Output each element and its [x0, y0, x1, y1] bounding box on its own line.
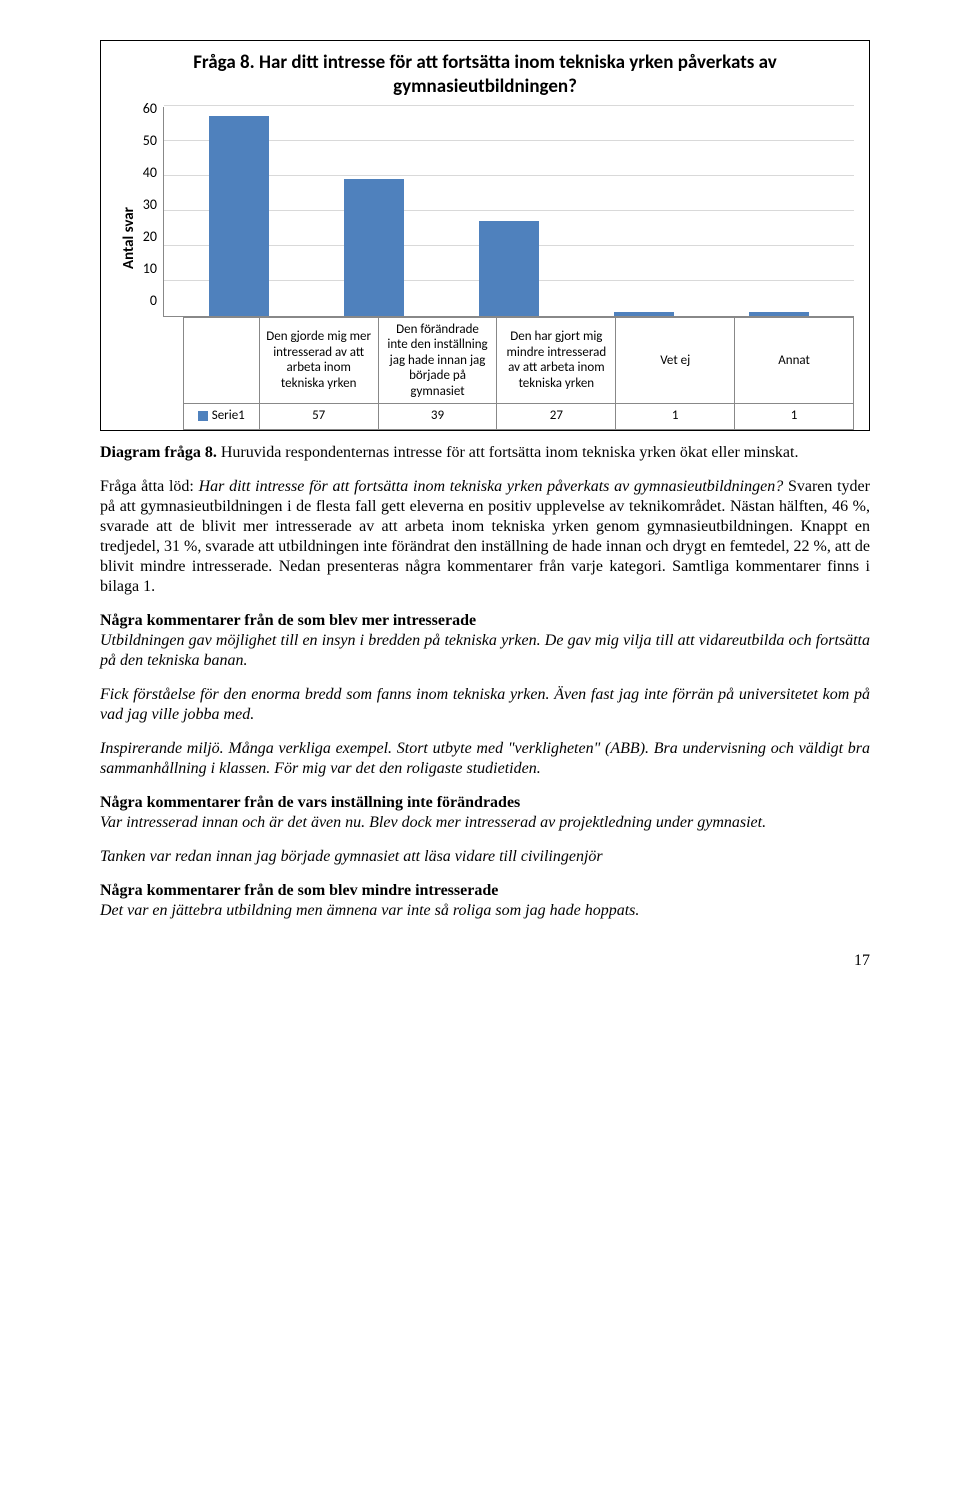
y-axis-ticks: 60 50 40 30 20 10 0: [143, 100, 163, 310]
y-tick: 0: [150, 292, 157, 310]
plot-area: [163, 107, 854, 317]
y-tick: 40: [143, 164, 157, 182]
comment-italic: Var intresserad innan och är det även nu…: [100, 813, 870, 833]
bars-group: [164, 107, 854, 316]
data-table-wrap: Den gjorde mig mer intresserad av att ar…: [183, 317, 854, 430]
section-heading: Några kommentarer från de vars inställni…: [100, 793, 870, 813]
bar: [749, 312, 809, 316]
bar: [479, 221, 539, 316]
y-tick: 20: [143, 228, 157, 246]
bar: [614, 312, 674, 316]
category-cell: Den förändrade inte den inställning jag …: [378, 317, 497, 404]
para-lead: Fråga åtta löd:: [100, 478, 199, 495]
table-row: Serie1 57392711: [183, 404, 853, 429]
comment-italic: Fick förståelse för den enorma bredd som…: [100, 685, 870, 725]
legend-swatch: [198, 411, 208, 421]
para-rest: Svaren tyder på att gymnasieutbildningen…: [100, 478, 870, 595]
section-heading: Några kommentarer från de som blev mindr…: [100, 881, 870, 901]
table-row: Den gjorde mig mer intresserad av att ar…: [183, 317, 853, 404]
value-cell: 27: [497, 404, 616, 429]
data-table: Den gjorde mig mer intresserad av att ar…: [183, 317, 854, 430]
page-number: 17: [100, 951, 870, 971]
chart-body: Antal svar 60 50 40 30 20 10 0: [116, 107, 854, 430]
y-tick: 10: [143, 260, 157, 278]
y-tick: 50: [143, 132, 157, 150]
caption-lead: Diagram fråga 8.: [100, 444, 217, 461]
chart-container: Fråga 8. Har ditt intresse för att forts…: [100, 40, 870, 431]
table-corner-cell: [183, 317, 259, 404]
para-question: Har ditt intresse för att fortsätta inom…: [199, 478, 784, 495]
comment-italic: Utbildningen gav möjlighet till en insyn…: [100, 631, 870, 671]
value-cell: 39: [378, 404, 497, 429]
category-cell: Den har gjort mig mindre intresserad av …: [497, 317, 616, 404]
diagram-caption: Diagram fråga 8. Huruvida respondenterna…: [100, 443, 870, 463]
bar: [209, 116, 269, 316]
comment-italic: Inspirerande miljö. Många verkliga exemp…: [100, 739, 870, 779]
value-cell: 57: [259, 404, 378, 429]
section-heading: Några kommentarer från de som blev mer i…: [100, 611, 870, 631]
series-legend-cell: Serie1: [183, 404, 259, 429]
chart-title: Fråga 8. Har ditt intresse för att forts…: [116, 51, 854, 107]
caption-rest: Huruvida respondenternas intresse för at…: [217, 444, 799, 461]
category-cell: Den gjorde mig mer intresserad av att ar…: [259, 317, 378, 404]
category-cell: Annat: [735, 317, 854, 404]
comment-italic: Det var en jättebra utbildning men ämnen…: [100, 901, 870, 921]
value-cell: 1: [735, 404, 854, 429]
bar: [344, 179, 404, 316]
comment-italic: Tanken var redan innan jag började gymna…: [100, 847, 870, 867]
body-paragraph: Fråga åtta löd: Har ditt intresse för at…: [100, 477, 870, 597]
y-tick: 30: [143, 196, 157, 214]
value-cell: 1: [616, 404, 735, 429]
category-cell: Vet ej: [616, 317, 735, 404]
y-tick: 60: [143, 100, 157, 118]
series-name: Serie1: [212, 408, 245, 423]
y-axis-label: Antal svar: [116, 207, 143, 269]
